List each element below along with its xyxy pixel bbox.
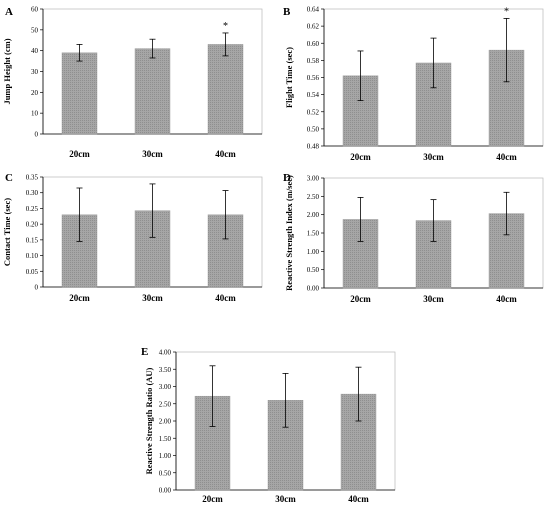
y-tick-label: 1.50 [159,435,172,443]
category-label: 30cm [423,152,444,162]
y-axis-label: Reactive Strength Index (m/sec) [284,175,294,291]
y-tick-label: 0.60 [307,40,320,48]
y-tick-label: 0.52 [307,108,320,116]
y-tick-label: 2.50 [159,400,172,408]
category-label: 20cm [350,294,371,304]
y-tick-label: 0.20 [26,221,39,229]
category-label: 20cm [69,293,90,303]
y-tick-label: 1.50 [307,230,320,238]
y-tick-label: 0 [35,284,39,292]
y-tick-label: 2.00 [307,211,320,219]
bar [207,44,244,135]
y-tick-label: 3.50 [159,366,172,374]
bar [61,52,98,135]
y-tick-label: 0.50 [307,125,320,133]
y-tick-label: 4.00 [159,349,172,357]
chart-panel-d: D 0.00 0.50 1.00 1.50 2.00 2.50 3.00 Reactive St… [283,172,544,304]
chart-panel-c: C 0 0.05 0.10 0.15 0.20 0.25 0.30 0.35 Contact Ti… [2,172,263,303]
significance-marker: * [504,6,509,17]
significance-marker: * [223,21,228,32]
y-tick-label: 60 [31,6,39,14]
y-tick-label: 0.00 [307,285,320,293]
category-label: 40cm [496,294,517,304]
y-axis-label: Reactive Strength Ratio (AU) [144,367,154,474]
y-tick-label: 20 [31,89,39,97]
y-tick-label: 0.05 [26,268,39,276]
y-tick-label: 0.64 [307,6,320,14]
y-tick-label: 0.56 [307,74,320,82]
panel-letter: B [283,6,291,18]
y-tick-label: 0.30 [26,189,39,197]
category-label: 30cm [275,494,296,504]
y-axis-label: Jump Height (cm) [2,38,12,104]
category-label: 30cm [142,149,163,159]
y-tick-label: 10 [31,110,39,118]
y-tick-label: 1.00 [159,452,172,460]
y-tick-label: 0.54 [307,91,320,99]
chart-panel-a: A 0 10 20 30 40 50 60 Jump Height (cm) 20cm 30cm 40… [2,6,263,159]
category-label: 30cm [423,294,444,304]
category-label: 30cm [142,293,163,303]
y-tick-label: 0.00 [159,487,172,495]
category-label: 40cm [215,293,236,303]
y-tick-label: 0 [35,131,39,139]
y-tick-label: 2.00 [159,418,172,426]
bar [134,48,171,135]
y-tick-label: 0.15 [26,236,39,244]
category-label: 20cm [69,149,90,159]
y-tick-label: 0.48 [307,143,320,151]
y-tick-label: 3.00 [307,175,320,183]
y-tick-label: 3.00 [159,383,172,391]
y-axis-label: Contact Time (sec) [2,198,12,266]
chart-panel-b: B 0.48 0.50 0.52 0.54 0.56 0.58 0.60 0.62 0.64 Fli… [283,6,544,162]
category-label: 20cm [350,152,371,162]
panel-letter: D [283,172,291,184]
chart-panel-e: E 0.00 0.50 1.00 1.50 2.00 2.50 3.00 3.50 4.00 Rea… [141,346,396,504]
panel-letter: E [141,346,148,358]
panel-letter: A [5,6,13,18]
y-tick-label: 1.00 [307,248,320,256]
y-tick-label: 0.10 [26,252,39,260]
category-label: 40cm [496,152,517,162]
y-tick-label: 40 [31,47,39,55]
y-tick-label: 0.62 [307,23,320,31]
category-label: 40cm [348,494,369,504]
y-tick-label: 30 [31,68,39,76]
y-tick-label: 50 [31,26,39,34]
category-label: 40cm [215,149,236,159]
y-tick-label: 0.50 [307,266,320,274]
y-tick-label: 0.58 [307,57,320,65]
y-tick-label: 0.35 [26,174,39,182]
y-axis-label: Flight Time (sec) [284,47,294,108]
panel-letter: C [5,172,13,184]
y-tick-label: 2.50 [307,193,320,201]
y-tick-label: 0.50 [159,469,172,477]
y-tick-label: 0.25 [26,205,39,213]
category-label: 20cm [202,494,223,504]
